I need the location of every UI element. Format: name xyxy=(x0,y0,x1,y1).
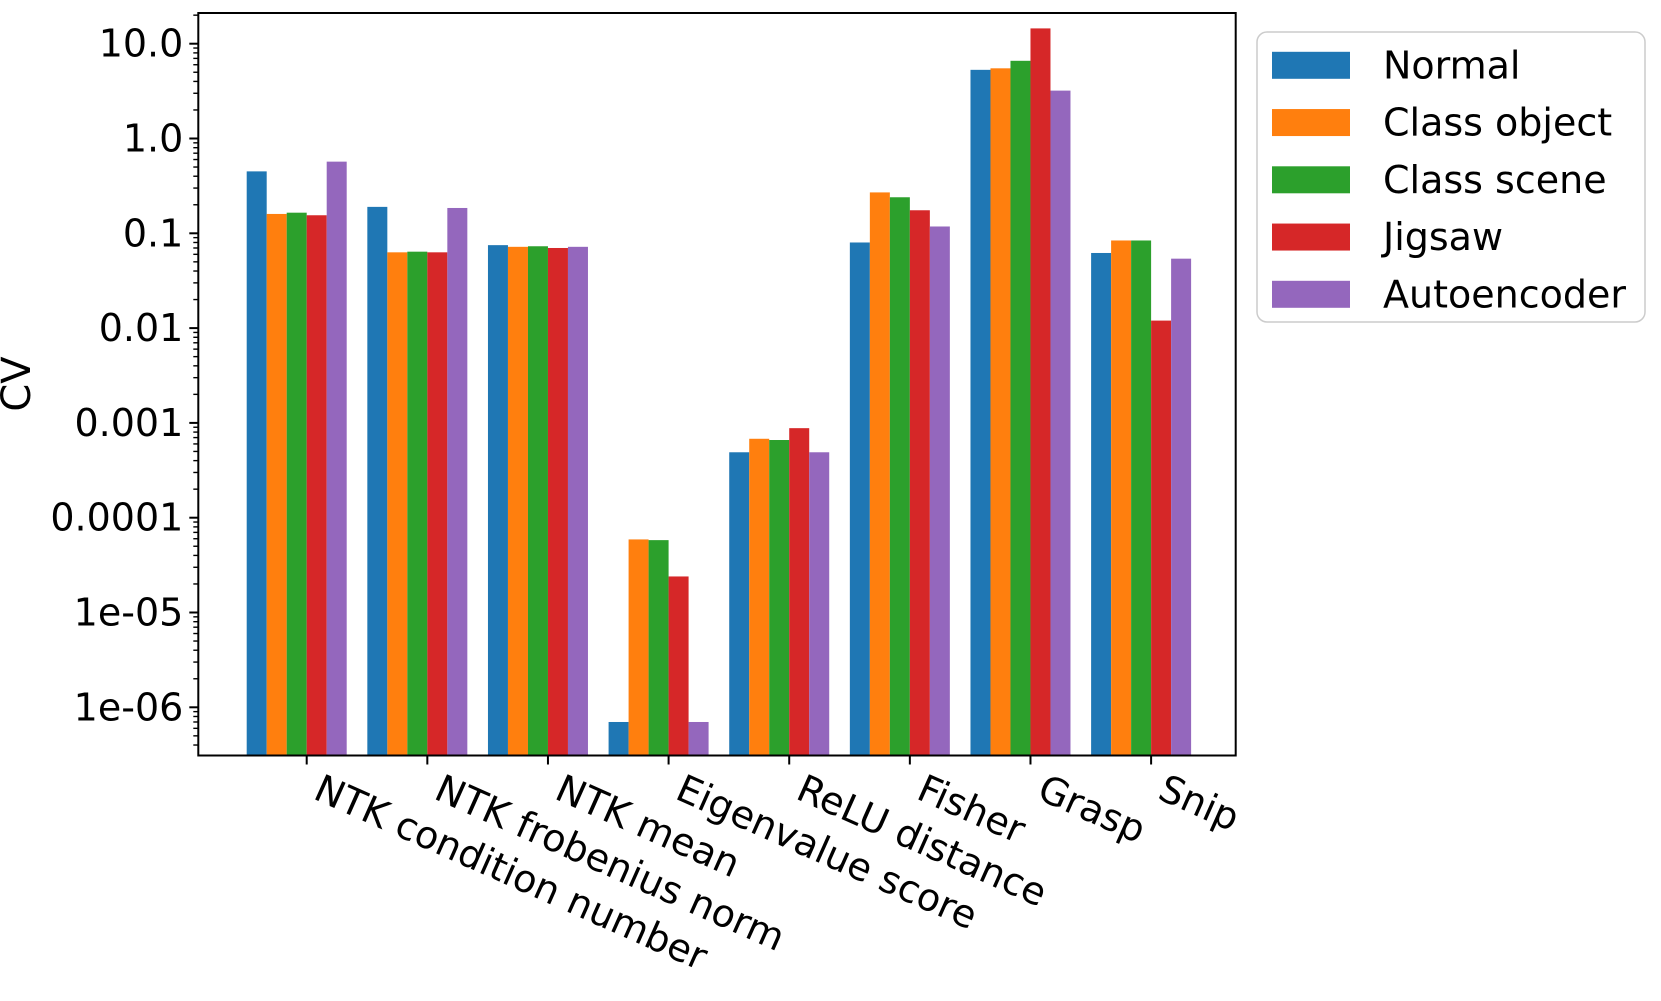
legend-label-normal: Normal xyxy=(1383,43,1521,87)
bar-class-object-cat1 xyxy=(266,213,287,756)
y-tick-label: 0.001 xyxy=(75,401,184,445)
bar-jigsaw-cat5 xyxy=(789,428,810,756)
bar-jigsaw-cat6 xyxy=(909,210,930,756)
plot-border xyxy=(197,12,1237,757)
bar-autoencoder-cat5 xyxy=(809,452,830,756)
legend-label-class-scene: Class scene xyxy=(1383,158,1607,202)
y-axis-ticks: 10.0 1.0 0.1 0.01 0.001 0.0001 1e-05 1e-06 xyxy=(50,14,199,746)
y-tick-label: 1e-05 xyxy=(74,591,184,635)
legend-box xyxy=(1256,31,1646,323)
bar-class-object-cat3 xyxy=(507,246,528,756)
y-tick-label: 10.0 xyxy=(99,22,184,66)
bar-class-scene-cat2 xyxy=(407,251,428,756)
bar-jigsaw-cat7 xyxy=(1030,28,1051,756)
legend-label-class-object: Class object xyxy=(1383,101,1612,145)
bar-autoencoder-cat2 xyxy=(447,207,468,756)
y-tick-label: 0.01 xyxy=(99,306,184,350)
y-tick-label: 1.0 xyxy=(123,117,183,161)
bar-class-object-cat5 xyxy=(749,438,770,756)
bar-normal-cat7 xyxy=(970,69,991,756)
bar-normal-cat5 xyxy=(729,452,750,756)
bar-jigsaw-cat1 xyxy=(306,215,327,756)
bar-autoencoder-cat6 xyxy=(929,226,950,756)
bar-autoencoder-cat4 xyxy=(688,721,709,756)
bar-class-scene-cat7 xyxy=(1010,60,1031,756)
legend-swatch-autoencoder xyxy=(1272,280,1350,308)
bar-autoencoder-cat3 xyxy=(567,246,588,756)
bar-normal-cat3 xyxy=(487,245,508,756)
bar-class-object-cat7 xyxy=(990,68,1011,756)
legend-swatch-normal xyxy=(1272,51,1350,79)
bar-jigsaw-cat2 xyxy=(427,252,448,756)
bar-jigsaw-cat4 xyxy=(668,576,689,756)
bar-class-scene-cat3 xyxy=(527,246,548,756)
y-tick-label: 0.0001 xyxy=(50,496,183,540)
x-tick-label-8: Snip xyxy=(1152,766,1246,840)
bar-normal-cat2 xyxy=(367,206,388,756)
bar-class-object-cat4 xyxy=(628,539,649,756)
bar-class-scene-cat1 xyxy=(286,212,307,756)
legend-swatch-class-object xyxy=(1272,109,1350,137)
y-axis-title: CV xyxy=(0,356,40,412)
bar-class-scene-cat8 xyxy=(1131,240,1152,756)
bar-class-object-cat8 xyxy=(1111,240,1132,756)
bar-class-scene-cat5 xyxy=(769,440,790,756)
bar-autoencoder-cat7 xyxy=(1050,90,1071,756)
x-tick-label-7: Grasp xyxy=(1032,766,1152,852)
bar-jigsaw-cat8 xyxy=(1151,320,1172,756)
legend-swatch-jigsaw xyxy=(1272,223,1350,251)
bar-autoencoder-cat1 xyxy=(326,161,347,756)
bar-jigsaw-cat3 xyxy=(547,247,568,756)
bars-layer xyxy=(246,28,1192,756)
bar-normal-cat1 xyxy=(246,171,267,756)
legend-label-jigsaw: Jigsaw xyxy=(1381,215,1503,259)
bar-normal-cat6 xyxy=(849,242,870,756)
legend: Normal Class object Class scene Jigsaw Autoe… xyxy=(1256,31,1646,323)
legend-label-autoencoder: Autoencoder xyxy=(1383,272,1626,316)
bar-class-scene-cat6 xyxy=(889,197,910,756)
bar-class-object-cat6 xyxy=(869,192,890,756)
y-tick-label: 0.1 xyxy=(123,211,183,255)
bar-normal-cat8 xyxy=(1091,252,1112,756)
bar-class-scene-cat4 xyxy=(648,540,669,756)
bar-autoencoder-cat8 xyxy=(1171,258,1192,756)
bar-normal-cat4 xyxy=(608,721,629,756)
bar-class-object-cat2 xyxy=(387,252,408,756)
legend-swatch-class-scene xyxy=(1272,166,1350,194)
y-tick-label: 1e-06 xyxy=(74,685,184,729)
